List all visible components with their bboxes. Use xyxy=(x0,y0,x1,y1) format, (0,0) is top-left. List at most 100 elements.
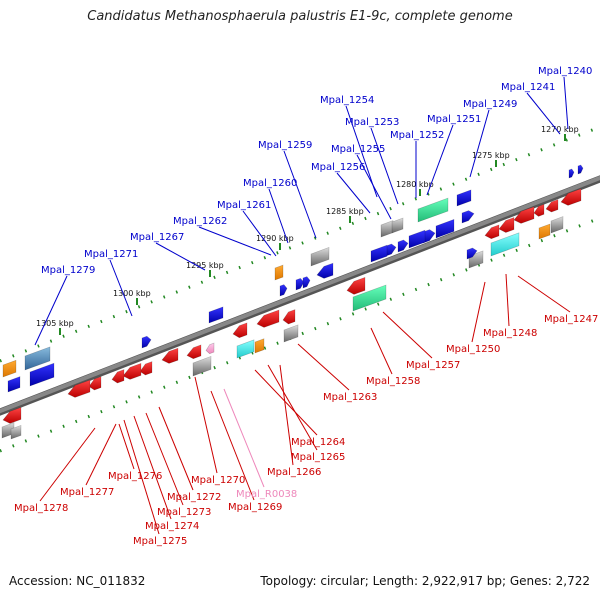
kbp-tick-label: 1300 kbp xyxy=(113,289,151,298)
leader-line xyxy=(194,376,218,474)
gene-blue xyxy=(29,362,55,387)
gene-steel xyxy=(24,346,51,371)
leader-line xyxy=(198,226,272,256)
leader-line xyxy=(336,172,371,214)
gene-red xyxy=(346,276,366,295)
gene-labels: Mpal_1240 Mpal_1241 Mpal_1249 Mpal_1254 Mpal… xyxy=(14,66,598,547)
leader-line xyxy=(268,188,289,244)
leader-line xyxy=(297,343,350,391)
gene-blue xyxy=(208,306,224,324)
gene-label-forward: Mpal_1279 xyxy=(41,265,95,276)
leader-line xyxy=(370,127,399,205)
gene-red xyxy=(533,203,545,217)
leader-line xyxy=(254,369,318,436)
gene-blue xyxy=(370,244,388,263)
gene-red xyxy=(122,362,142,380)
gene-label-reverse: Mpal_1276 xyxy=(108,471,162,482)
leader-line xyxy=(563,76,569,130)
gene-label-forward: Mpal_1256 xyxy=(311,162,365,173)
leader-line xyxy=(471,281,486,343)
leader-line xyxy=(279,364,294,466)
gene-green xyxy=(352,284,387,312)
gene-red xyxy=(2,406,22,424)
gene-label-forward: Mpal_1261 xyxy=(217,200,271,211)
gene-features xyxy=(1,164,584,440)
gene-orange xyxy=(274,264,284,281)
gene-blue xyxy=(295,278,305,291)
genome-backbone xyxy=(0,175,600,416)
gene-blue xyxy=(316,262,334,279)
gene-label-reverse: Mpal_1266 xyxy=(267,467,321,478)
gene-label-reverse: Mpal_1258 xyxy=(366,376,420,387)
gene-cyan xyxy=(236,339,255,359)
kbp-ticks: 1270 kbp 1275 kbp 1280 kbp 1285 kbp 1290 kbp… xyxy=(36,125,579,335)
gene-red xyxy=(111,369,125,384)
gene-label-reverse: Mpal_1272 xyxy=(167,492,221,503)
leader-line xyxy=(517,275,571,313)
gene-label-forward: Mpal_1252 xyxy=(390,130,444,141)
gene-red xyxy=(545,199,559,213)
kbp-tick-label: 1280 kbp xyxy=(396,180,434,189)
gene-blue xyxy=(435,218,455,239)
kbp-tick-label: 1270 kbp xyxy=(541,125,579,134)
leader-line xyxy=(109,259,133,317)
leader-line xyxy=(34,275,68,346)
gene-pink xyxy=(205,342,215,355)
kbp-tick-label: 1290 kbp xyxy=(256,234,294,243)
leader-line xyxy=(145,412,184,506)
gene-label-forward: Mpal_1271 xyxy=(84,249,138,260)
leader-line xyxy=(370,327,393,375)
leader-line xyxy=(345,105,378,198)
gene-label-forward: Mpal_1259 xyxy=(258,140,312,151)
gene-label-reverse: Mpal_1247 xyxy=(544,314,598,325)
gene-label-forward: Mpal_1251 xyxy=(427,114,481,125)
gene-label-forward: Mpal_1241 xyxy=(501,82,555,93)
kbp-tick-label: 1305 kbp xyxy=(36,319,74,328)
leader-line xyxy=(223,388,265,488)
leader-line xyxy=(267,364,318,451)
leader-line xyxy=(469,109,490,178)
gene-blue xyxy=(466,247,478,260)
gene-label-forward: Mpal_1260 xyxy=(243,178,297,189)
gene-grey xyxy=(192,355,212,377)
leader-line xyxy=(526,92,561,135)
gene-grey xyxy=(10,424,22,440)
gene-label-forward: Mpal_1267 xyxy=(130,232,184,243)
gene-red xyxy=(498,217,515,233)
gene-blue xyxy=(577,164,584,175)
gene-red xyxy=(256,309,280,328)
leader-line xyxy=(382,311,433,359)
gene-label-reverse: Mpal_1274 xyxy=(145,521,199,532)
gene-blue xyxy=(456,189,472,207)
gene-label-forward: Mpal_1253 xyxy=(345,117,399,128)
gene-red xyxy=(139,361,153,376)
gene-blue xyxy=(141,335,152,349)
backbone-line xyxy=(0,175,600,414)
kbp-tick-label: 1285 kbp xyxy=(326,207,364,216)
leader-line xyxy=(118,423,135,470)
gene-red xyxy=(484,224,500,240)
gene-label-forward: Mpal_1255 xyxy=(331,144,385,155)
gene-label-reverse: Mpal_1263 xyxy=(323,392,377,403)
gene-label-reverse: Mpal_1273 xyxy=(157,507,211,518)
gene-red xyxy=(560,188,582,206)
kbp-tick-label: 1295 kbp xyxy=(186,261,224,270)
gene-blue xyxy=(408,229,426,249)
gene-label-reverse: Mpal_1250 xyxy=(446,344,500,355)
leader-line xyxy=(39,427,96,502)
leader-line xyxy=(283,150,317,239)
leader-line xyxy=(133,415,172,520)
gene-blue xyxy=(7,376,21,393)
accession-text: Accession: NC_011832 xyxy=(9,574,146,588)
kbp-tick-label: 1275 kbp xyxy=(472,151,510,160)
gene-label-reverse: Mpal_1264 xyxy=(291,437,345,448)
gene-label-rna: Mpal_R0038 xyxy=(236,489,297,500)
leader-line xyxy=(505,273,510,327)
gene-label-forward: Mpal_1249 xyxy=(463,99,517,110)
gene-grey xyxy=(380,220,394,238)
gene-orange xyxy=(2,359,17,378)
gene-label-forward: Mpal_1254 xyxy=(320,95,374,106)
gene-label-reverse: Mpal_1277 xyxy=(60,487,114,498)
leader-line xyxy=(123,419,160,535)
